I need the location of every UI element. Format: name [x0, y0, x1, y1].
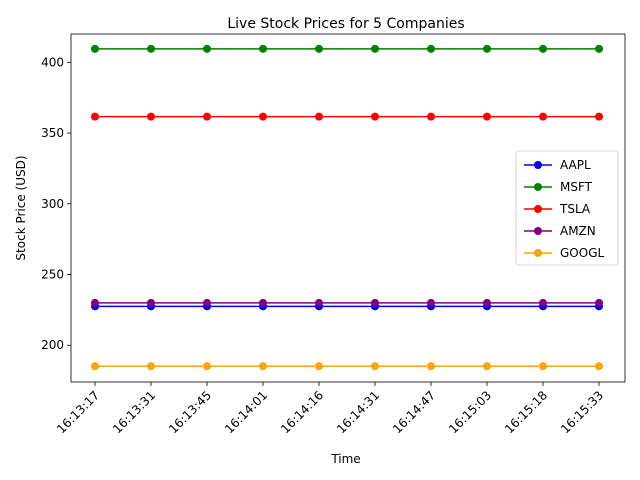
legend-label: AAPL — [560, 158, 591, 172]
data-point — [595, 112, 603, 121]
x-axis-label: Time — [330, 452, 360, 466]
y-tick-label: 350 — [41, 126, 64, 140]
data-point — [427, 362, 435, 371]
legend-entry: AAPL — [524, 158, 591, 172]
data-point — [91, 44, 99, 53]
data-point — [203, 112, 211, 121]
y-tick-label: 300 — [41, 197, 64, 211]
data-point — [427, 112, 435, 121]
legend-marker — [534, 161, 542, 169]
x-tick-label: 16:14:16 — [278, 388, 326, 436]
legend: AAPL MSFT TSLA AMZN GOOGL — [515, 150, 619, 266]
x-tick-label: 16:13:45 — [166, 388, 214, 436]
data-point — [483, 112, 491, 121]
data-point — [147, 44, 155, 53]
data-point — [315, 362, 323, 371]
data-point — [483, 298, 491, 307]
data-point — [203, 362, 211, 371]
x-tick-label: 16:14:31 — [334, 388, 382, 436]
legend-marker — [534, 205, 542, 213]
x-tick-label: 16:14:01 — [222, 388, 270, 436]
data-point — [259, 298, 267, 307]
y-tick-label: 400 — [41, 55, 64, 69]
legend-box — [515, 150, 619, 266]
legend-label: MSFT — [560, 180, 593, 194]
legend-marker — [534, 183, 542, 191]
x-tick-label: 16:15:18 — [502, 388, 550, 436]
data-point — [371, 44, 379, 53]
data-point — [539, 112, 547, 121]
data-point — [147, 298, 155, 307]
data-point — [315, 298, 323, 307]
data-point — [259, 44, 267, 53]
data-point — [315, 112, 323, 121]
x-tick-label: 16:13:17 — [54, 388, 102, 436]
plot-frame — [70, 33, 626, 383]
series-tsla — [91, 112, 603, 121]
legend-entry: AMZN — [524, 224, 596, 238]
data-point — [539, 44, 547, 53]
data-point — [147, 112, 155, 121]
data-point — [203, 44, 211, 53]
data-point — [595, 298, 603, 307]
data-point — [427, 44, 435, 53]
data-point — [427, 298, 435, 307]
data-point — [595, 44, 603, 53]
legend-label: TSLA — [559, 202, 591, 216]
chart-title: Live Stock Prices for 5 Companies — [227, 16, 464, 32]
x-tick-label: 16:14:47 — [390, 388, 438, 436]
y-tick-label: 250 — [41, 267, 64, 281]
series-msft — [91, 44, 603, 53]
x-tick-label: 16:13:31 — [110, 388, 158, 436]
data-point — [259, 362, 267, 371]
y-axis-label: Stock Price (USD) — [14, 155, 28, 260]
data-point — [539, 362, 547, 371]
series-amzn — [91, 298, 603, 307]
data-point — [539, 298, 547, 307]
data-point — [91, 298, 99, 307]
data-point — [91, 112, 99, 121]
legend-label: GOOGL — [560, 246, 604, 260]
x-tick-label: 16:15:03 — [446, 388, 494, 436]
data-point — [371, 362, 379, 371]
legend-entry: TSLA — [524, 202, 591, 216]
x-axis: 16:13:17 16:13:31 16:13:45 16:14:01 16:14:16… — [54, 382, 606, 436]
legend-marker — [534, 227, 542, 235]
legend-marker — [534, 249, 542, 257]
x-tick-label: 16:15:33 — [558, 388, 606, 436]
legend-entry: GOOGL — [524, 246, 604, 260]
legend-entry: MSFT — [524, 180, 593, 194]
data-point — [203, 298, 211, 307]
data-point — [315, 44, 323, 53]
data-point — [483, 44, 491, 53]
y-tick-label: 200 — [41, 338, 64, 352]
plot-area — [91, 44, 603, 371]
data-point — [371, 112, 379, 121]
data-point — [259, 112, 267, 121]
data-point — [371, 298, 379, 307]
series-googl — [91, 362, 603, 371]
y-axis: 200 250 300 350 400 — [41, 55, 71, 352]
legend-label: AMZN — [560, 224, 596, 238]
data-point — [483, 362, 491, 371]
data-point — [595, 362, 603, 371]
data-point — [91, 362, 99, 371]
data-point — [147, 362, 155, 371]
